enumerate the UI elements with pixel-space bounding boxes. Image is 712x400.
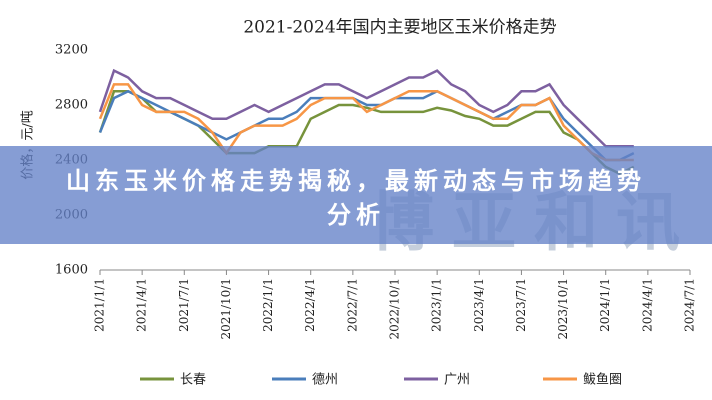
legend-label: 德州 bbox=[312, 373, 338, 388]
legend-label: 广州 bbox=[444, 373, 470, 388]
legend-label: 长春 bbox=[180, 373, 206, 388]
x-tick-label: 2021/4/1 bbox=[135, 278, 149, 332]
banner-title: 山东玉米价格走势揭秘，最新动态与市场趋势分析 bbox=[66, 167, 646, 229]
banner: 山东玉米价格走势揭秘，最新动态与市场趋势分析 bbox=[0, 146, 712, 244]
x-tick-label: 2022/10/1 bbox=[388, 278, 402, 340]
y-tick-label: 1600 bbox=[55, 263, 88, 278]
x-tick-label: 2021/1/1 bbox=[93, 278, 107, 332]
x-tick-label: 2024/7/1 bbox=[683, 278, 697, 332]
y-tick-label: 3200 bbox=[55, 43, 88, 58]
series-line bbox=[98, 68, 634, 148]
x-tick-label: 2024/1/1 bbox=[598, 278, 612, 332]
x-tick-label: 2023/7/1 bbox=[514, 278, 528, 332]
x-tick-label: 2023/1/1 bbox=[430, 278, 444, 332]
x-tick-label: 2022/4/1 bbox=[303, 278, 317, 332]
x-tick-label: 2021/10/1 bbox=[219, 278, 233, 340]
chart-title: 2021-2024年国内主要地区玉米价格走势 bbox=[243, 18, 556, 38]
series-line bbox=[98, 83, 634, 162]
legend-label: 鲅鱼圈 bbox=[583, 372, 622, 388]
x-tick-label: 2023/10/1 bbox=[556, 278, 570, 340]
x-tick-label: 2022/1/1 bbox=[261, 278, 275, 332]
x-tick-label: 2023/4/1 bbox=[472, 278, 486, 332]
x-tick-label: 2021/7/1 bbox=[177, 278, 191, 332]
y-tick-label: 2800 bbox=[55, 98, 88, 113]
x-tick-label: 2024/4/1 bbox=[640, 278, 654, 332]
x-tick-label: 2022/7/1 bbox=[345, 278, 359, 332]
